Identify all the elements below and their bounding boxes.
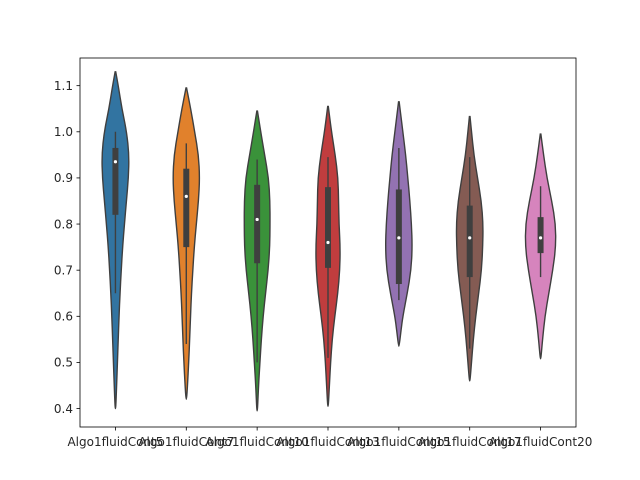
y-tick-label: 0.5 <box>54 356 73 370</box>
y-tick-label: 0.6 <box>54 310 73 324</box>
x-tick-label: Algo1fluidCont7 <box>138 435 234 449</box>
y-tick-label: 0.9 <box>54 171 73 185</box>
y-axis: 0.4 0.5 0.6 0.7 0.8 0.9 1.0 1.1 <box>54 79 80 416</box>
violin-2-median <box>184 194 188 198</box>
y-tick-label: 1.0 <box>54 125 73 139</box>
x-tick-label: Algo1fluidCont20 <box>489 435 593 449</box>
violin-4-iqr-box <box>325 187 331 268</box>
x-tick-label: Algo1fluidCont17 <box>418 435 522 449</box>
violin-2-iqr-box <box>183 168 190 248</box>
violin-1-median <box>113 160 118 164</box>
x-tick-label: Algo1fluidCont15 <box>347 435 451 449</box>
x-axis: Algo1fluidCont5Algo1fluidCont7Algo1fluid… <box>67 427 592 449</box>
y-tick-label: 0.4 <box>54 402 73 416</box>
y-tick-label: 0.7 <box>54 263 73 277</box>
y-tick-label: 0.8 <box>54 217 73 231</box>
violin-7-iqr-box <box>537 217 544 254</box>
violin-6-median <box>468 236 472 240</box>
x-tick-label: Algo1fluidCont5 <box>67 435 163 449</box>
violin-6-iqr-box <box>466 205 473 278</box>
violin-7-median <box>538 236 543 240</box>
x-tick-label: Algo1fluidCont10 <box>205 435 309 449</box>
violins-layer <box>101 71 557 412</box>
violin-5-median <box>397 236 401 240</box>
x-tick-label: Algo1fluidCont13 <box>276 435 380 449</box>
violin-4-median <box>326 240 330 245</box>
y-tick-label: 1.1 <box>54 79 73 93</box>
violin-3-median <box>255 217 259 222</box>
violin-3-iqr-box <box>254 184 261 264</box>
violin-1-iqr-box <box>112 147 119 215</box>
